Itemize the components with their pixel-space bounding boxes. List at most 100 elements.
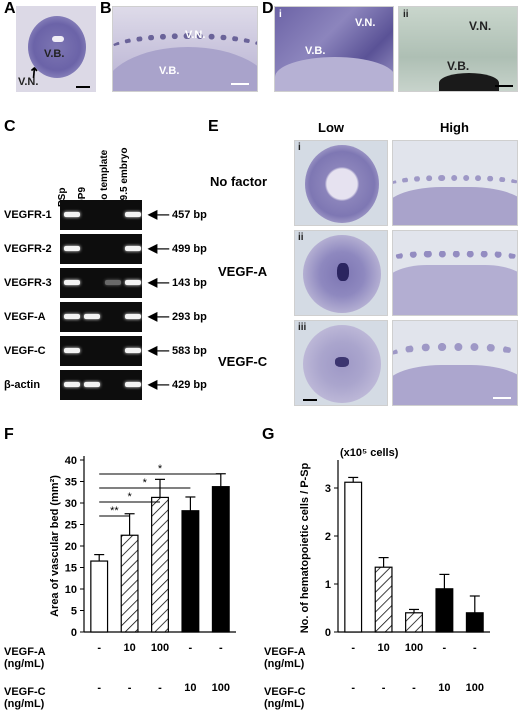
vegfc-value: - [158,682,162,694]
y-tick-label: 3 [325,483,331,495]
gel-band [125,212,141,217]
gel-band [64,212,80,217]
y-tick-label: 30 [65,498,77,510]
vegfa-label: (ng/mL) [264,658,305,670]
row-roman: iii [298,322,307,333]
sub-ii-label: ii [403,9,409,20]
gel-band [125,280,141,285]
bar [344,481,363,633]
gel-band [64,246,80,251]
vegfa-label: VEGF-A [4,646,46,658]
chart-f: 0 5 10 15 20 25 30 35 40 Area of vascular bed (mm… [49,455,236,639]
vb-label: V.B. [159,65,180,77]
gene-label: VEGFR-2 [4,243,52,255]
significance-label: * [158,463,163,475]
scale-bar [76,86,90,88]
gel-band [64,382,80,387]
low-no-factor: i [294,140,388,226]
bar [405,612,423,633]
lane-header: No template [99,149,110,207]
vegfc-label: (ng/mL) [4,698,45,710]
vegfc-value: - [351,682,356,694]
dark-region [439,73,499,91]
vn-label: V.N. [18,76,39,88]
vegfa-value: - [97,642,102,654]
scale-bar [303,399,317,401]
arrow-icon: ◀— [148,377,170,391]
vegfa-value: 100 [404,642,424,654]
arrow-icon: ◀— [148,207,170,221]
row-label-vegf-c: VEGF-C [218,354,268,369]
gel-band [64,348,80,353]
vegfc-label: VEGF-C [264,686,306,698]
panel-c-letter: C [4,118,16,135]
significance-label: ** [110,505,119,517]
scale-bar [495,85,513,87]
band-size: 583 bp [172,345,207,357]
gene-label: VEGFR-3 [4,277,52,289]
y-tick-label: 20 [65,541,77,553]
significance-label: * [127,491,132,503]
vascular-bed-area [275,57,393,91]
vegfc-label: VEGF-C [4,686,46,698]
gene-label: VEGFR-1 [4,209,52,221]
panel-a-micrograph: V.B. V.N. ↗ [16,6,96,92]
bar [120,534,139,633]
vn-label: V.N. [355,17,376,29]
gel-band [125,246,141,251]
scale-bar [493,397,511,399]
vegfa-value: 10 [377,642,390,654]
y-tick-label: 5 [71,606,77,618]
y-tick-label: 1 [325,579,331,591]
high-vegf-a [392,230,518,316]
high-vegf-c [392,320,518,406]
gel-band [64,280,80,285]
y-tick-label: 2 [325,531,331,543]
sub-i-label: i [279,9,282,20]
y-tick-label: 40 [65,455,77,467]
bar [211,486,230,633]
arrow-icon: ◀— [148,275,170,289]
y-axis-label: Area of vascular bed (mm²) [49,475,61,617]
arrow-icon: ◀— [148,241,170,255]
gene-label: VEGF-C [4,345,46,357]
bar [151,496,169,633]
band-size: 499 bp [172,243,207,255]
bar [90,560,109,633]
bar [465,612,484,633]
gel-band [84,382,100,387]
y-axis-label: No. of hematopoietic cells / P-Sp [299,462,311,633]
bar [374,566,393,633]
significance-label: * [143,477,148,489]
vn-label: V.N. [185,29,206,41]
row-roman: i [298,142,301,153]
bar [181,510,200,633]
gel-band [84,314,100,319]
panel-e-letter: E [208,118,219,135]
vegfa-value: - [351,642,356,654]
vegfc-label: (ng/mL) [264,698,305,710]
y-tick-label: 0 [71,627,77,639]
vegfa-value: 10 [123,642,136,654]
vegfa-value: - [442,642,447,654]
vegfc-value: 10 [438,682,451,694]
gel-band [105,280,121,285]
y-tick-label: 10 [65,584,77,596]
explant-lumen [52,36,64,42]
band-size: 143 bp [172,277,207,289]
panel-b-micrograph: V.N. V.B. [112,6,258,92]
chart-g: 0 1 2 3 No. of hematopoietic cells / P-Sp (x1… [299,447,490,639]
y-tick-label: 0 [325,627,331,639]
gene-label: β-actin [4,379,41,391]
vegfc-value: - [127,682,132,694]
y-tick-label: 25 [65,520,77,532]
vegfc-value: 100 [465,682,484,694]
panel-d-ii-micrograph: ii V.N. V.B. [398,6,518,92]
lane-header: E9.5 embryo [119,147,130,207]
row-label-vegf-a: VEGF-A [218,264,268,279]
vb-label: V.B. [447,59,470,73]
vb-label: V.B. [305,45,326,57]
y-tick-label: 15 [65,563,77,575]
gel-band [125,382,141,387]
gel-band [125,314,141,319]
